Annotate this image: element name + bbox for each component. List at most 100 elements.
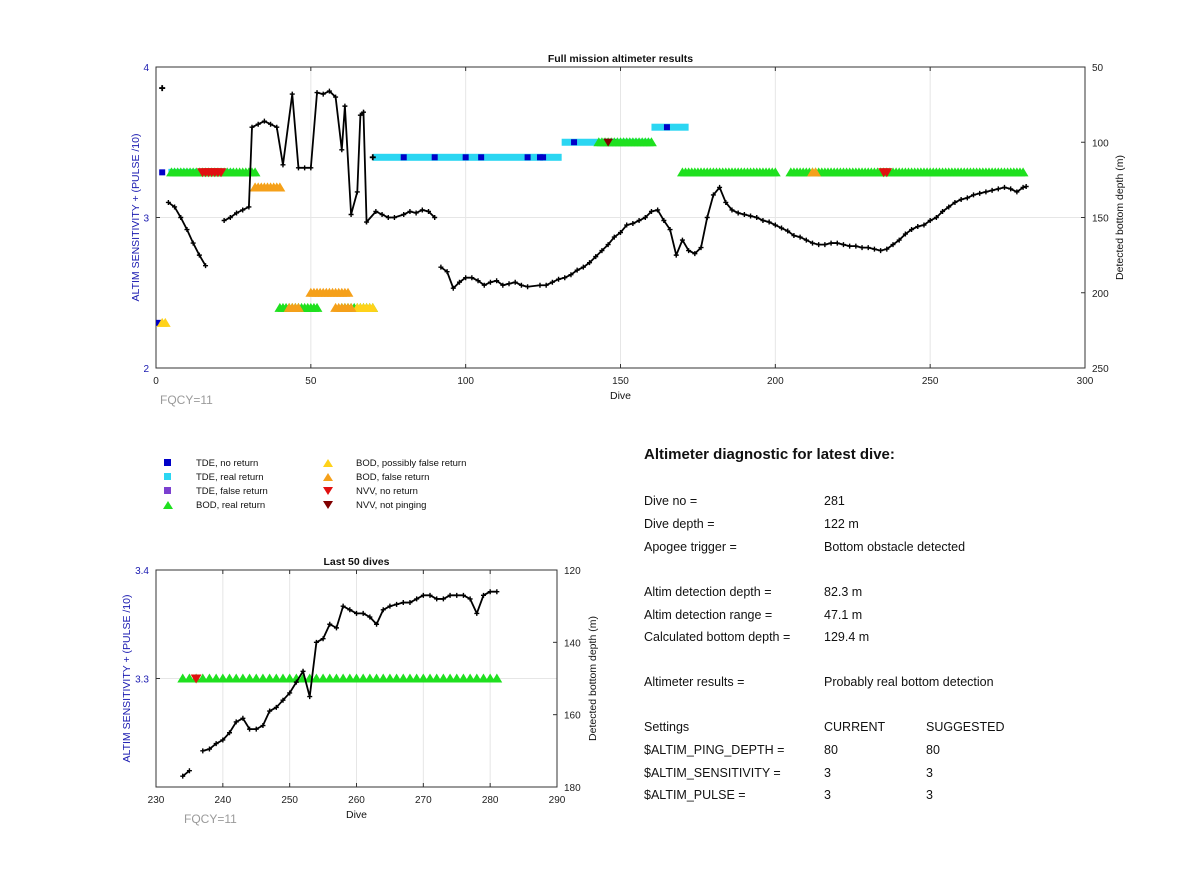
setting-current: 3 bbox=[824, 788, 831, 802]
legend-item-nvv-no-return: NVV, no return bbox=[320, 484, 418, 498]
bottom-depth-point bbox=[369, 154, 376, 161]
calculated-bottom-label: Calculated bottom depth = bbox=[644, 630, 791, 644]
bottom-depth-point bbox=[630, 221, 636, 227]
x-tick-label: 50 bbox=[305, 376, 317, 387]
bottom-depth-point bbox=[952, 199, 958, 205]
bottom-depth-point bbox=[549, 279, 555, 285]
legend-item-bod-false-return: BOD, false return bbox=[320, 470, 429, 484]
bottom-depth-point bbox=[469, 275, 475, 281]
bottom-depth-point bbox=[940, 208, 946, 214]
bottom-depth-point bbox=[971, 192, 977, 198]
bottom-depth-point bbox=[1023, 183, 1029, 189]
bottom-depth-point bbox=[379, 211, 385, 217]
bottom-depth-point bbox=[611, 234, 617, 240]
y2-axis-label: Detected bottom depth (m) bbox=[1114, 155, 1126, 280]
bottom-depth-point bbox=[921, 222, 927, 228]
bottom-depth-point bbox=[896, 237, 902, 243]
x-tick-label: 150 bbox=[612, 376, 629, 387]
bottom-depth-point bbox=[184, 227, 190, 233]
bottom-depth-point bbox=[289, 91, 295, 97]
bottom-depth-point bbox=[847, 243, 853, 249]
bottom-depth-point bbox=[946, 204, 952, 210]
setting-suggested: 3 bbox=[926, 788, 933, 802]
bottom-depth-point bbox=[605, 242, 611, 248]
x-tick-label: 250 bbox=[922, 376, 939, 387]
triangle-up-icon bbox=[320, 470, 336, 484]
legend-label: TDE, real return bbox=[196, 471, 264, 483]
tde-no-return-marker bbox=[571, 139, 578, 146]
bottom-depth-point bbox=[562, 275, 568, 281]
bottom-depth-point bbox=[884, 246, 890, 252]
bottom-depth-point bbox=[915, 224, 921, 230]
square-icon bbox=[160, 456, 176, 470]
legend-item-tde-false-return: TDE, false return bbox=[160, 484, 268, 498]
bottom-depth-point bbox=[735, 210, 741, 216]
triangle-down-icon bbox=[320, 484, 336, 498]
x-tick-label: 0 bbox=[153, 376, 159, 387]
bottom-depth-point bbox=[741, 211, 747, 217]
triangle-down-icon bbox=[320, 498, 336, 512]
square-icon bbox=[160, 484, 176, 498]
current-label: CURRENT bbox=[824, 720, 886, 734]
y2-tick-label: 50 bbox=[1092, 63, 1104, 74]
bottom-depth-point bbox=[995, 186, 1001, 192]
y2-tick-label: 250 bbox=[1092, 364, 1109, 375]
bottom-depth-point bbox=[234, 210, 240, 216]
bottom-depth-point bbox=[840, 242, 846, 248]
setting-name: $ALTIM_SENSITIVITY = bbox=[644, 766, 781, 780]
bottom-depth-point bbox=[178, 215, 184, 220]
dive-no-label: Dive no = bbox=[644, 494, 698, 508]
bottom-depth-point bbox=[828, 240, 834, 246]
tde-no-return-marker bbox=[159, 169, 166, 176]
tde-no-return-marker bbox=[663, 124, 670, 131]
bottom-depth-point bbox=[221, 218, 227, 224]
bottom-depth-point bbox=[487, 279, 493, 285]
bottom-depth-point bbox=[165, 199, 171, 205]
x-tick-label: 300 bbox=[1077, 376, 1094, 387]
tde-no-return-marker bbox=[524, 154, 531, 161]
bottom-depth-point bbox=[723, 199, 729, 205]
altimeter-results-value: Probably real bottom detection bbox=[824, 675, 994, 689]
tde-no-return-marker bbox=[478, 154, 485, 161]
altim-detection-depth-value: 82.3 m bbox=[824, 585, 863, 599]
altim-detection-range-value: 47.1 m bbox=[824, 608, 863, 622]
bottom-depth-point bbox=[803, 237, 809, 243]
bottom-depth-point bbox=[295, 165, 301, 171]
tde-no-return-marker bbox=[540, 154, 547, 161]
bottom-depth-point bbox=[729, 207, 735, 213]
setting-name: $ALTIM_PING_DEPTH = bbox=[644, 743, 785, 757]
square-icon bbox=[160, 470, 176, 484]
bottom-depth-point bbox=[373, 208, 379, 214]
chart-title: Full mission altimeter results bbox=[548, 53, 693, 65]
bottom-depth-point bbox=[809, 240, 815, 246]
bottom-depth-point bbox=[933, 215, 939, 220]
bod-false-return-marker bbox=[810, 167, 821, 177]
bottom-depth-point bbox=[859, 245, 865, 251]
bottom-depth-point bbox=[766, 219, 772, 225]
bod-false-return-marker bbox=[345, 302, 357, 312]
bottom-depth-point bbox=[587, 260, 593, 266]
bottom-depth-point bbox=[444, 269, 450, 275]
apogee-label: Apogee trigger = bbox=[644, 540, 737, 554]
diagnostic-title: Altimeter diagnostic for latest dive: bbox=[644, 446, 895, 463]
bottom-depth-point bbox=[481, 282, 487, 288]
bottom-depth-point bbox=[909, 227, 915, 233]
bottom-depth-point bbox=[159, 85, 166, 92]
bottom-depth-point bbox=[902, 231, 908, 237]
tde-no-return-marker bbox=[462, 154, 469, 161]
bottom-depth-point bbox=[339, 147, 345, 153]
bottom-depth-point bbox=[261, 118, 267, 124]
bod-false-return-marker bbox=[342, 287, 354, 297]
y-tick-label: 4 bbox=[143, 63, 149, 74]
bottom-depth-point bbox=[512, 279, 518, 285]
bottom-depth-point bbox=[190, 240, 196, 246]
legend-label: TDE, no return bbox=[196, 457, 259, 469]
bottom-depth-point bbox=[568, 272, 574, 278]
bottom-depth-point bbox=[977, 190, 983, 196]
bottom-depth-point bbox=[240, 207, 246, 213]
plot-frame bbox=[155, 66, 1086, 369]
bottom-depth-point bbox=[853, 243, 859, 249]
setting-suggested: 3 bbox=[926, 766, 933, 780]
bottom-depth-point bbox=[673, 252, 679, 258]
